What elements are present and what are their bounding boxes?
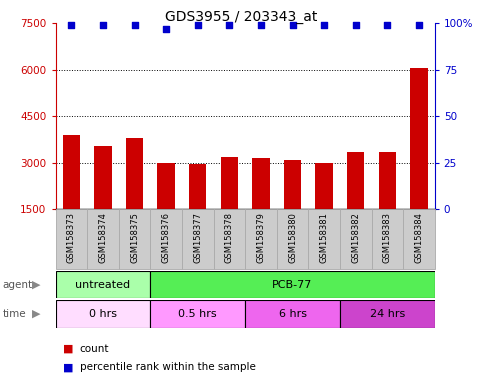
Bar <box>252 158 270 256</box>
Bar <box>403 209 435 269</box>
Bar <box>277 209 308 269</box>
Bar <box>63 135 80 256</box>
Bar <box>150 209 182 269</box>
Text: GSM158379: GSM158379 <box>256 212 266 263</box>
Text: GDS3955 / 203343_at: GDS3955 / 203343_at <box>165 10 318 23</box>
Text: untreated: untreated <box>75 280 130 290</box>
Text: PCB-77: PCB-77 <box>272 280 313 290</box>
Bar <box>371 209 403 269</box>
Bar <box>213 209 245 269</box>
Text: GSM158383: GSM158383 <box>383 212 392 263</box>
Bar <box>150 271 435 298</box>
Text: GSM158381: GSM158381 <box>320 212 328 263</box>
Text: GSM158374: GSM158374 <box>99 212 107 263</box>
Text: time: time <box>2 309 26 319</box>
Bar <box>340 300 435 328</box>
Bar <box>245 209 277 269</box>
Text: GSM158376: GSM158376 <box>162 212 170 263</box>
Bar <box>94 146 112 256</box>
Bar <box>410 68 427 256</box>
Text: 0 hrs: 0 hrs <box>89 309 117 319</box>
Point <box>226 22 233 28</box>
Bar <box>87 209 119 269</box>
Bar <box>56 271 150 298</box>
Text: agent: agent <box>2 280 32 290</box>
Bar <box>245 300 340 328</box>
Point <box>99 22 107 28</box>
Text: ■: ■ <box>63 344 73 354</box>
Bar <box>56 300 150 328</box>
Point <box>415 22 423 28</box>
Text: GSM158378: GSM158378 <box>225 212 234 263</box>
Text: GSM158380: GSM158380 <box>288 212 297 263</box>
Text: GSM158377: GSM158377 <box>193 212 202 263</box>
Text: 24 hrs: 24 hrs <box>369 309 405 319</box>
Text: percentile rank within the sample: percentile rank within the sample <box>80 362 256 372</box>
Point <box>131 22 139 28</box>
Text: 6 hrs: 6 hrs <box>279 309 307 319</box>
Bar <box>126 138 143 256</box>
Text: GSM158382: GSM158382 <box>351 212 360 263</box>
Text: count: count <box>80 344 109 354</box>
Text: ▶: ▶ <box>32 309 41 319</box>
Text: 0.5 hrs: 0.5 hrs <box>178 309 217 319</box>
Bar <box>347 152 364 256</box>
Point <box>352 22 359 28</box>
Bar <box>56 209 87 269</box>
Bar <box>157 163 175 256</box>
Point <box>68 22 75 28</box>
Text: ▶: ▶ <box>32 280 41 290</box>
Point <box>257 22 265 28</box>
Point <box>194 22 201 28</box>
Bar <box>340 209 371 269</box>
Bar <box>150 300 245 328</box>
Bar <box>221 157 238 256</box>
Text: GSM158373: GSM158373 <box>67 212 76 263</box>
Text: ■: ■ <box>63 362 73 372</box>
Bar <box>315 163 333 256</box>
Bar <box>182 209 213 269</box>
Point <box>384 22 391 28</box>
Bar <box>284 160 301 256</box>
Bar <box>308 209 340 269</box>
Point <box>289 22 297 28</box>
Bar <box>119 209 150 269</box>
Text: GSM158375: GSM158375 <box>130 212 139 263</box>
Bar <box>189 164 206 256</box>
Point <box>162 26 170 32</box>
Bar <box>379 152 396 256</box>
Text: GSM158384: GSM158384 <box>414 212 424 263</box>
Point <box>320 22 328 28</box>
